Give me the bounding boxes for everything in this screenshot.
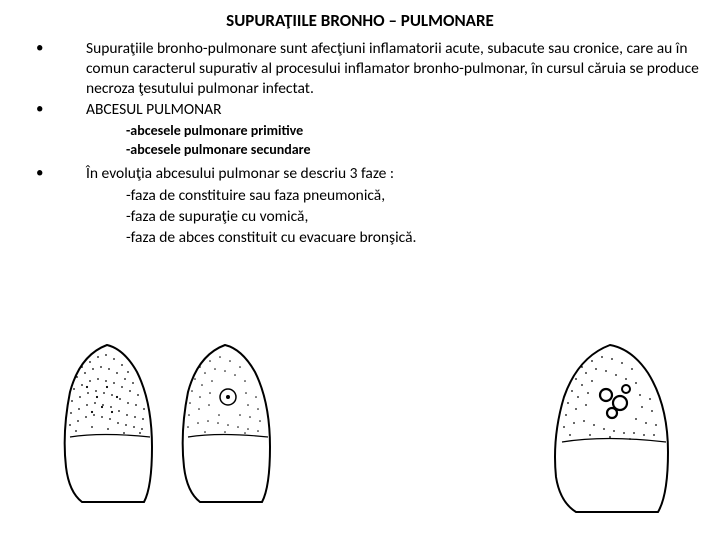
sub-item: -abcesele pulmonare secundare [126, 141, 700, 160]
bullet-item: • ABCESUL PULMONAR [28, 100, 700, 120]
lung-diagram-2 [170, 337, 280, 512]
phase-item: -faza de constituire sau faza pneumonică… [126, 186, 700, 207]
phase-item: -faza de abces constituit cu evacuare br… [126, 228, 700, 249]
bullet-text: În evoluţia abcesului pulmonar se descri… [86, 164, 700, 184]
bullet-marker: • [28, 39, 86, 98]
bullet-marker: • [28, 100, 86, 120]
bullet-marker: • [28, 164, 86, 184]
lung-diagram-3 [540, 337, 680, 522]
phase-item: -faza de supuraţie cu vomică, [126, 207, 700, 228]
content-area: • Supuraţiile bronho-pulmonare sunt afec… [0, 39, 720, 249]
bullet-text: Supuraţiile bronho-pulmonare sunt afecţi… [86, 39, 700, 98]
lung-diagram-1 [52, 337, 162, 512]
bullet-item: • În evoluţia abcesului pulmonar se desc… [28, 164, 700, 184]
page-title: SUPURAŢIILE BRONHO – PULMONARE [0, 0, 720, 39]
bullet-item: • Supuraţiile bronho-pulmonare sunt afec… [28, 39, 700, 98]
bullet-text: ABCESUL PULMONAR [86, 100, 700, 120]
sub-item: -abcesele pulmonare primitive [126, 122, 700, 141]
lung-illustrations [52, 337, 680, 522]
